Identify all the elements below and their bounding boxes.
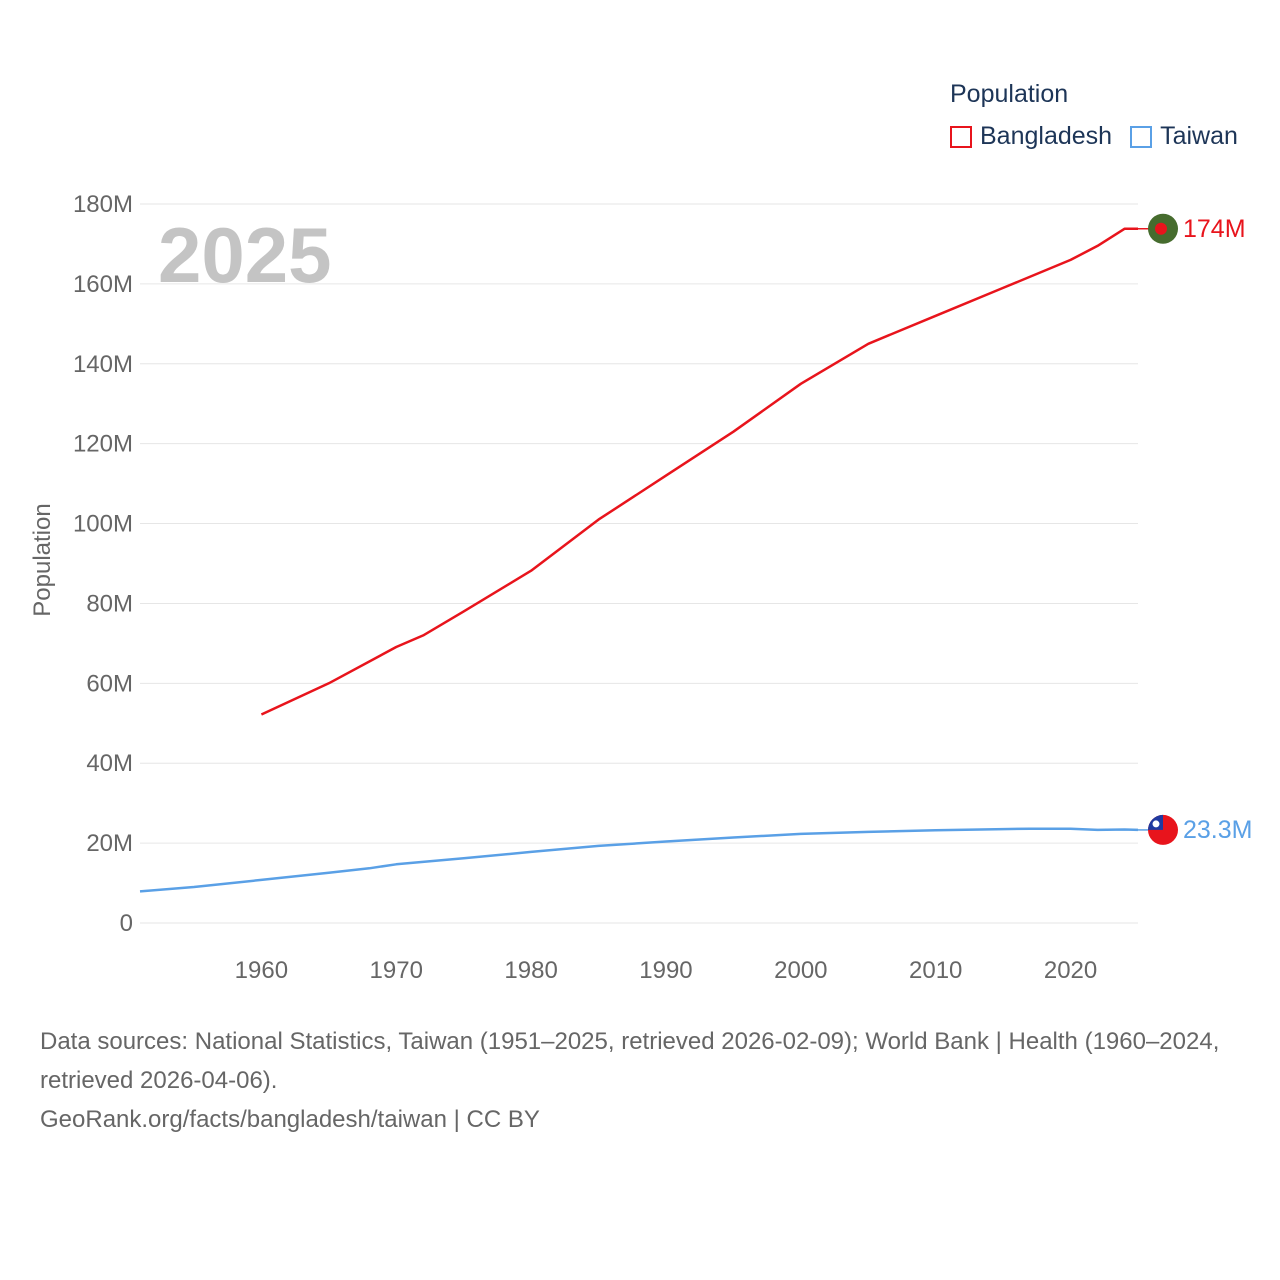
y-axis-label: Population (29, 503, 56, 616)
series-lines (139, 227, 1139, 893)
x-tick-label: 1980 (504, 957, 557, 984)
grid-lines (140, 203, 1138, 924)
x-tick-label: 1960 (235, 957, 288, 984)
x-axis-ticks: 1960 1970 1980 1990 2000 2010 2020 (235, 957, 1098, 984)
series-line-bangladesh[interactable] (260, 227, 1138, 716)
x-tick-label: 1990 (639, 957, 692, 984)
legend-item-taiwan[interactable]: Taiwan (1130, 122, 1238, 151)
legend-title: Population (950, 80, 1069, 108)
end-label-taiwan: 23.3M (1183, 816, 1252, 844)
y-tick-label: 140M (73, 351, 133, 378)
end-label-bangladesh: 174M (1183, 215, 1246, 243)
legend-swatch-taiwan (1130, 125, 1153, 148)
footer: Data sources: National Statistics, Taiwa… (40, 1022, 1250, 1139)
x-tick-label: 1970 (370, 957, 423, 984)
y-tick-label: 120M (73, 431, 133, 458)
flag-disc (1155, 222, 1167, 235)
y-tick-label: 60M (86, 670, 133, 697)
legend: Bangladesh Taiwan (950, 122, 1256, 151)
attribution-link[interactable]: GeoRank.org/facts/bangladesh/taiwan | CC… (40, 1106, 540, 1133)
series-line-taiwan[interactable] (139, 827, 1139, 893)
x-tick-label: 2000 (774, 957, 827, 984)
y-tick-label: 180M (73, 191, 133, 218)
x-tick-label: 2010 (909, 957, 962, 984)
flag-sun (1152, 820, 1160, 828)
legend-item-bangladesh[interactable]: Bangladesh (950, 122, 1112, 151)
year-label: 2025 (158, 211, 332, 299)
x-tick-label: 2020 (1044, 957, 1097, 984)
y-tick-label: 160M (73, 271, 133, 298)
flag-icon-taiwan (1148, 814, 1178, 845)
y-tick-label: 80M (86, 590, 133, 617)
y-axis-ticks: 0 20M 40M 60M 80M 100M 120M 140M 160M 180M (73, 191, 133, 937)
y-tick-label: 0 (120, 910, 133, 937)
legend-swatch-bangladesh (950, 125, 972, 148)
y-tick-label: 100M (73, 511, 133, 538)
y-tick-label: 20M (86, 830, 133, 857)
legend-label-taiwan: Taiwan (1160, 122, 1238, 150)
y-tick-label: 40M (86, 750, 133, 777)
legend-label-bangladesh: Bangladesh (980, 122, 1113, 150)
flag-icon-bangladesh (1148, 213, 1178, 244)
data-sources: Data sources: National Statistics, Taiwa… (40, 1028, 1220, 1094)
end-markers: 174M 23.3M (1138, 213, 1252, 845)
